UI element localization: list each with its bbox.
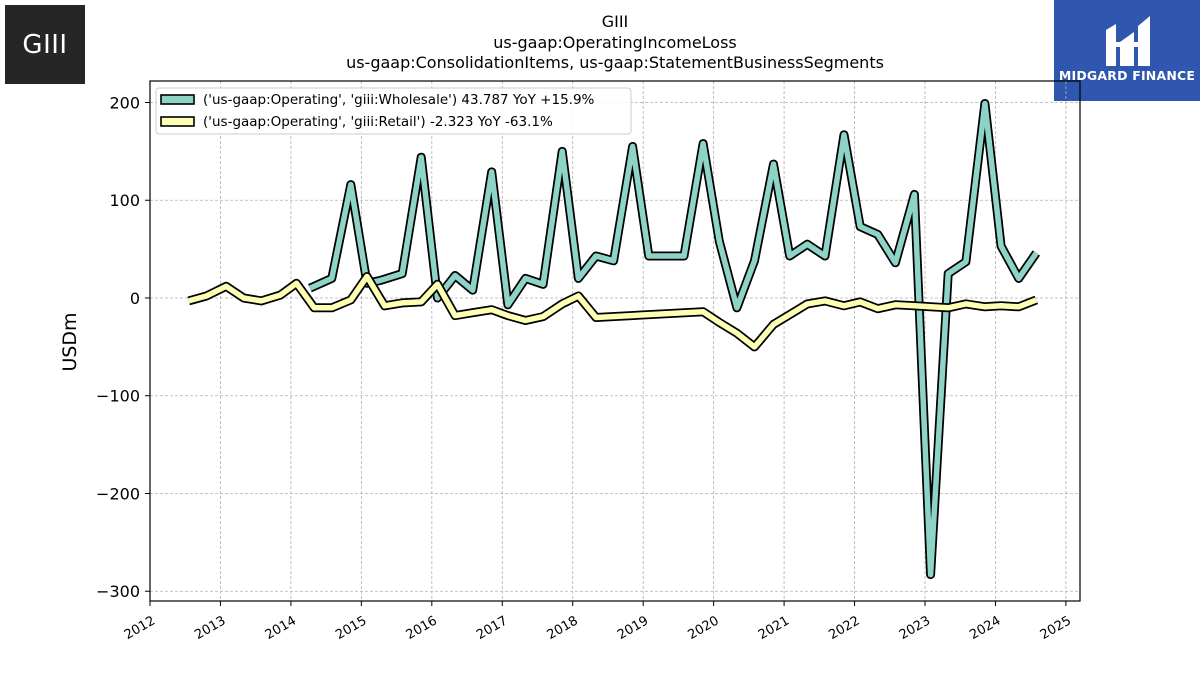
chart-subtitle-axes: us-gaap:ConsolidationItems, us-gaap:Stat… bbox=[346, 53, 884, 72]
y-tick-label: −100 bbox=[96, 387, 140, 406]
x-tick-label: 2013 bbox=[192, 613, 228, 643]
series-line bbox=[187, 273, 1038, 350]
series-wholesale bbox=[308, 99, 1040, 580]
company-logo-text: GIII bbox=[22, 29, 68, 60]
x-tick-label: 2012 bbox=[122, 613, 158, 643]
series-retail bbox=[187, 272, 1038, 352]
y-tick-label: 0 bbox=[130, 289, 140, 308]
y-tick-label: −300 bbox=[96, 582, 140, 601]
x-tick-label: 2020 bbox=[685, 613, 721, 643]
x-tick-label: 2015 bbox=[333, 613, 369, 643]
series-line bbox=[308, 100, 1039, 578]
company-logo: GIII bbox=[5, 5, 85, 84]
x-tick-label: 2014 bbox=[263, 613, 299, 643]
x-tick-label: 2024 bbox=[967, 613, 1003, 643]
legend-label: ('us-gaap:Operating', 'giii:Wholesale') … bbox=[203, 92, 595, 108]
midgard-logo-text: MIDGARD FINANCE bbox=[1058, 68, 1196, 83]
x-tick-label: 2018 bbox=[545, 613, 581, 643]
x-tick-label: 2017 bbox=[474, 613, 510, 643]
midgard-finance-logo: MIDGARD FINANCE bbox=[1054, 0, 1200, 101]
midgard-mark-icon bbox=[1106, 16, 1150, 66]
x-tick-label: 2023 bbox=[897, 613, 933, 643]
chart-title: GIII bbox=[601, 12, 629, 31]
y-tick-label: −200 bbox=[96, 484, 140, 503]
x-tick-label: 2019 bbox=[615, 613, 651, 643]
y-tick-label: 100 bbox=[109, 191, 140, 210]
x-tick-label: 2025 bbox=[1038, 613, 1074, 643]
y-axis-label: USDm bbox=[59, 312, 81, 371]
x-tick-label: 2021 bbox=[756, 613, 792, 643]
y-tick-label: 200 bbox=[109, 94, 140, 113]
plot-frame bbox=[149, 80, 1081, 602]
x-tick-label: 2016 bbox=[404, 613, 440, 643]
legend-swatch bbox=[160, 116, 195, 127]
legend-label: ('us-gaap:Operating', 'giii:Retail') -2.… bbox=[203, 114, 553, 130]
series-lines bbox=[187, 99, 1040, 580]
legend: ('us-gaap:Operating', 'giii:Wholesale') … bbox=[155, 87, 632, 135]
x-tick-label: 2022 bbox=[826, 613, 862, 643]
legend-swatch bbox=[160, 94, 195, 105]
legend-box bbox=[155, 87, 632, 135]
chart-subtitle-metric: us-gaap:OperatingIncomeLoss bbox=[493, 33, 737, 52]
